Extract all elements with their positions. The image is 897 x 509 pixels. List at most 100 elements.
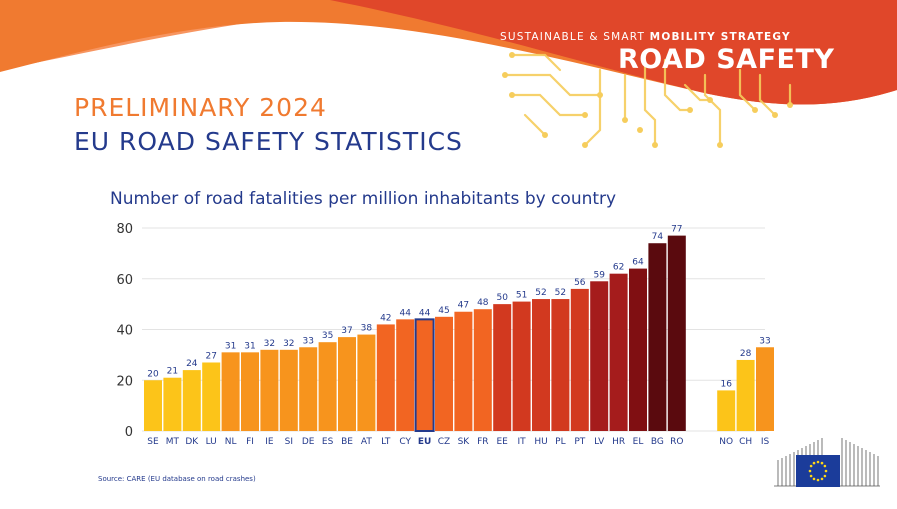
bar-it	[512, 301, 531, 431]
data-label-cz: 45	[438, 306, 449, 316]
data-label-lu: 27	[205, 351, 216, 361]
x-tick-label-is: IS	[761, 437, 770, 447]
data-label-ie: 32	[264, 339, 275, 349]
bar-es	[318, 342, 337, 431]
bar-ie	[260, 349, 279, 431]
x-tick-label-ee: EE	[497, 437, 509, 447]
bar-be	[338, 337, 356, 431]
data-label-el: 64	[632, 258, 644, 268]
bar-pl	[551, 299, 570, 431]
headline-statistics: EU ROAD SAFETY STATISTICS	[74, 127, 463, 156]
european-commission-logo	[774, 438, 880, 487]
bar-is	[756, 347, 774, 431]
bar-el	[629, 268, 647, 431]
y-tick-label: 20	[116, 374, 133, 389]
x-tick-label-hu: HU	[534, 437, 547, 447]
data-label-si: 32	[283, 339, 294, 349]
bar-cy	[396, 319, 415, 431]
bar-at	[357, 334, 376, 431]
data-label-is: 33	[759, 336, 770, 346]
x-tick-label-pt: PT	[574, 437, 585, 447]
bar-lv	[590, 281, 609, 431]
headline-preliminary: PRELIMINARY 2024	[74, 93, 327, 122]
bar-eu	[414, 318, 435, 433]
data-label-ch: 28	[740, 349, 752, 359]
data-label-lv: 59	[593, 270, 605, 280]
bar-cz	[435, 316, 453, 431]
x-tick-label-it: IT	[518, 437, 527, 447]
data-label-pl: 52	[555, 288, 566, 298]
bar-fr	[473, 309, 492, 431]
data-label-hu: 52	[535, 288, 546, 298]
data-label-lt: 42	[380, 313, 391, 323]
x-tick-label-pl: PL	[555, 437, 565, 447]
bar-hr	[609, 273, 628, 431]
eyebrow-bold: MOBILITY STRATEGY	[649, 31, 791, 43]
source-note: Source: CARE (EU database on road crashe…	[98, 475, 256, 483]
bar-ch	[736, 359, 755, 431]
x-tick-label-lv: LV	[594, 437, 605, 447]
x-tick-label-eu: EU	[418, 437, 431, 447]
x-tick-label-dk: DK	[185, 437, 199, 447]
x-tick-label-mt: MT	[166, 437, 180, 447]
x-tick-label-hr: HR	[612, 437, 625, 447]
bar-lt	[376, 324, 395, 431]
x-tick-label-nl: NL	[225, 437, 237, 447]
y-tick-label: 0	[125, 425, 133, 440]
bar-bg	[648, 243, 667, 431]
x-tick-label-no: NO	[719, 437, 733, 447]
data-label-ro: 77	[671, 225, 682, 235]
x-tick-label-lt: LT	[381, 437, 391, 447]
data-label-nl: 31	[225, 341, 236, 351]
x-tick-label-fi: FI	[246, 437, 254, 447]
circuit-lines	[503, 53, 792, 147]
data-label-es: 35	[322, 331, 333, 341]
data-label-cy: 44	[399, 308, 411, 318]
y-tick-label: 40	[116, 324, 133, 339]
data-label-at: 38	[361, 324, 373, 334]
circuit-dots	[502, 52, 793, 148]
data-label-hr: 62	[613, 263, 624, 273]
data-label-pt: 56	[574, 278, 586, 288]
eu-flag	[796, 455, 840, 487]
x-tick-label-cz: CZ	[438, 437, 450, 447]
y-tick-label: 80	[116, 222, 133, 237]
bar-no	[717, 390, 736, 431]
data-label-se: 20	[147, 369, 159, 379]
x-tick-label-bg: BG	[651, 437, 664, 447]
x-tick-label-el: EL	[633, 437, 644, 447]
x-tick-label-fr: FR	[477, 437, 488, 447]
data-label-bg: 74	[652, 232, 664, 242]
data-label-mt: 21	[167, 367, 178, 377]
x-tick-label-sk: SK	[458, 437, 471, 447]
x-tick-label-si: SI	[285, 437, 293, 447]
bar-ro	[667, 235, 686, 431]
bar-fi	[241, 352, 259, 431]
x-tick-label-de: DE	[302, 437, 315, 447]
x-tick-label-at: AT	[361, 437, 372, 447]
bar-si	[279, 349, 298, 431]
bar-ee	[493, 304, 512, 431]
data-label-sk: 47	[458, 301, 469, 311]
bar-se	[144, 380, 162, 431]
banner-title: ROAD SAFETY	[618, 44, 835, 75]
data-label-eu: 44	[419, 308, 431, 318]
x-tick-label-lu: LU	[206, 437, 217, 447]
chart-title: Number of road fatalities per million in…	[110, 189, 617, 209]
y-tick-label: 60	[116, 273, 133, 288]
eu-stars-icon	[808, 460, 828, 482]
bar-sk	[454, 311, 473, 431]
bar-lu	[202, 362, 221, 431]
bar-mt	[163, 377, 182, 431]
x-tick-label-ie: IE	[265, 437, 274, 447]
data-label-no: 16	[720, 379, 732, 389]
data-label-fi: 31	[244, 341, 255, 351]
bar-dk	[182, 370, 201, 431]
data-label-fr: 48	[477, 298, 489, 308]
eyebrow-prefix: SUSTAINABLE & SMART	[500, 31, 650, 43]
data-label-be: 37	[341, 326, 352, 336]
banner-red-wave	[330, 0, 897, 105]
x-tick-label-ro: RO	[670, 437, 683, 447]
